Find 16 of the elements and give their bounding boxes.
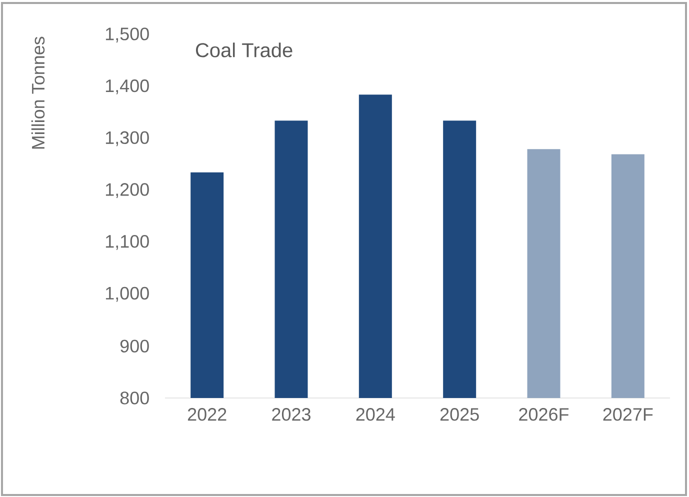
y-tick-label: 1,300 bbox=[106, 131, 149, 146]
x-tick-label: 2026F bbox=[519, 408, 569, 421]
x-tick-label: 2027F bbox=[603, 408, 653, 421]
y-axis-title: Million Tonnes bbox=[31, 36, 45, 149]
x-tick-label: 2025 bbox=[440, 408, 479, 421]
y-tick-label: 1,200 bbox=[106, 183, 149, 198]
y-tick-label: 800 bbox=[120, 392, 149, 404]
x-tick-label: 2023 bbox=[272, 408, 310, 421]
x-tick-label: 2024 bbox=[356, 408, 395, 421]
y-tick-label: 1,400 bbox=[106, 79, 149, 94]
x-tick-label: 2022 bbox=[188, 408, 226, 421]
chart-title: Coal Trade bbox=[196, 42, 292, 58]
y-tick-label: 1,500 bbox=[106, 28, 149, 42]
y-tick-label: 1,100 bbox=[106, 235, 149, 250]
y-tick-label: 900 bbox=[120, 340, 149, 353]
y-tick-label: 1,000 bbox=[106, 286, 149, 302]
